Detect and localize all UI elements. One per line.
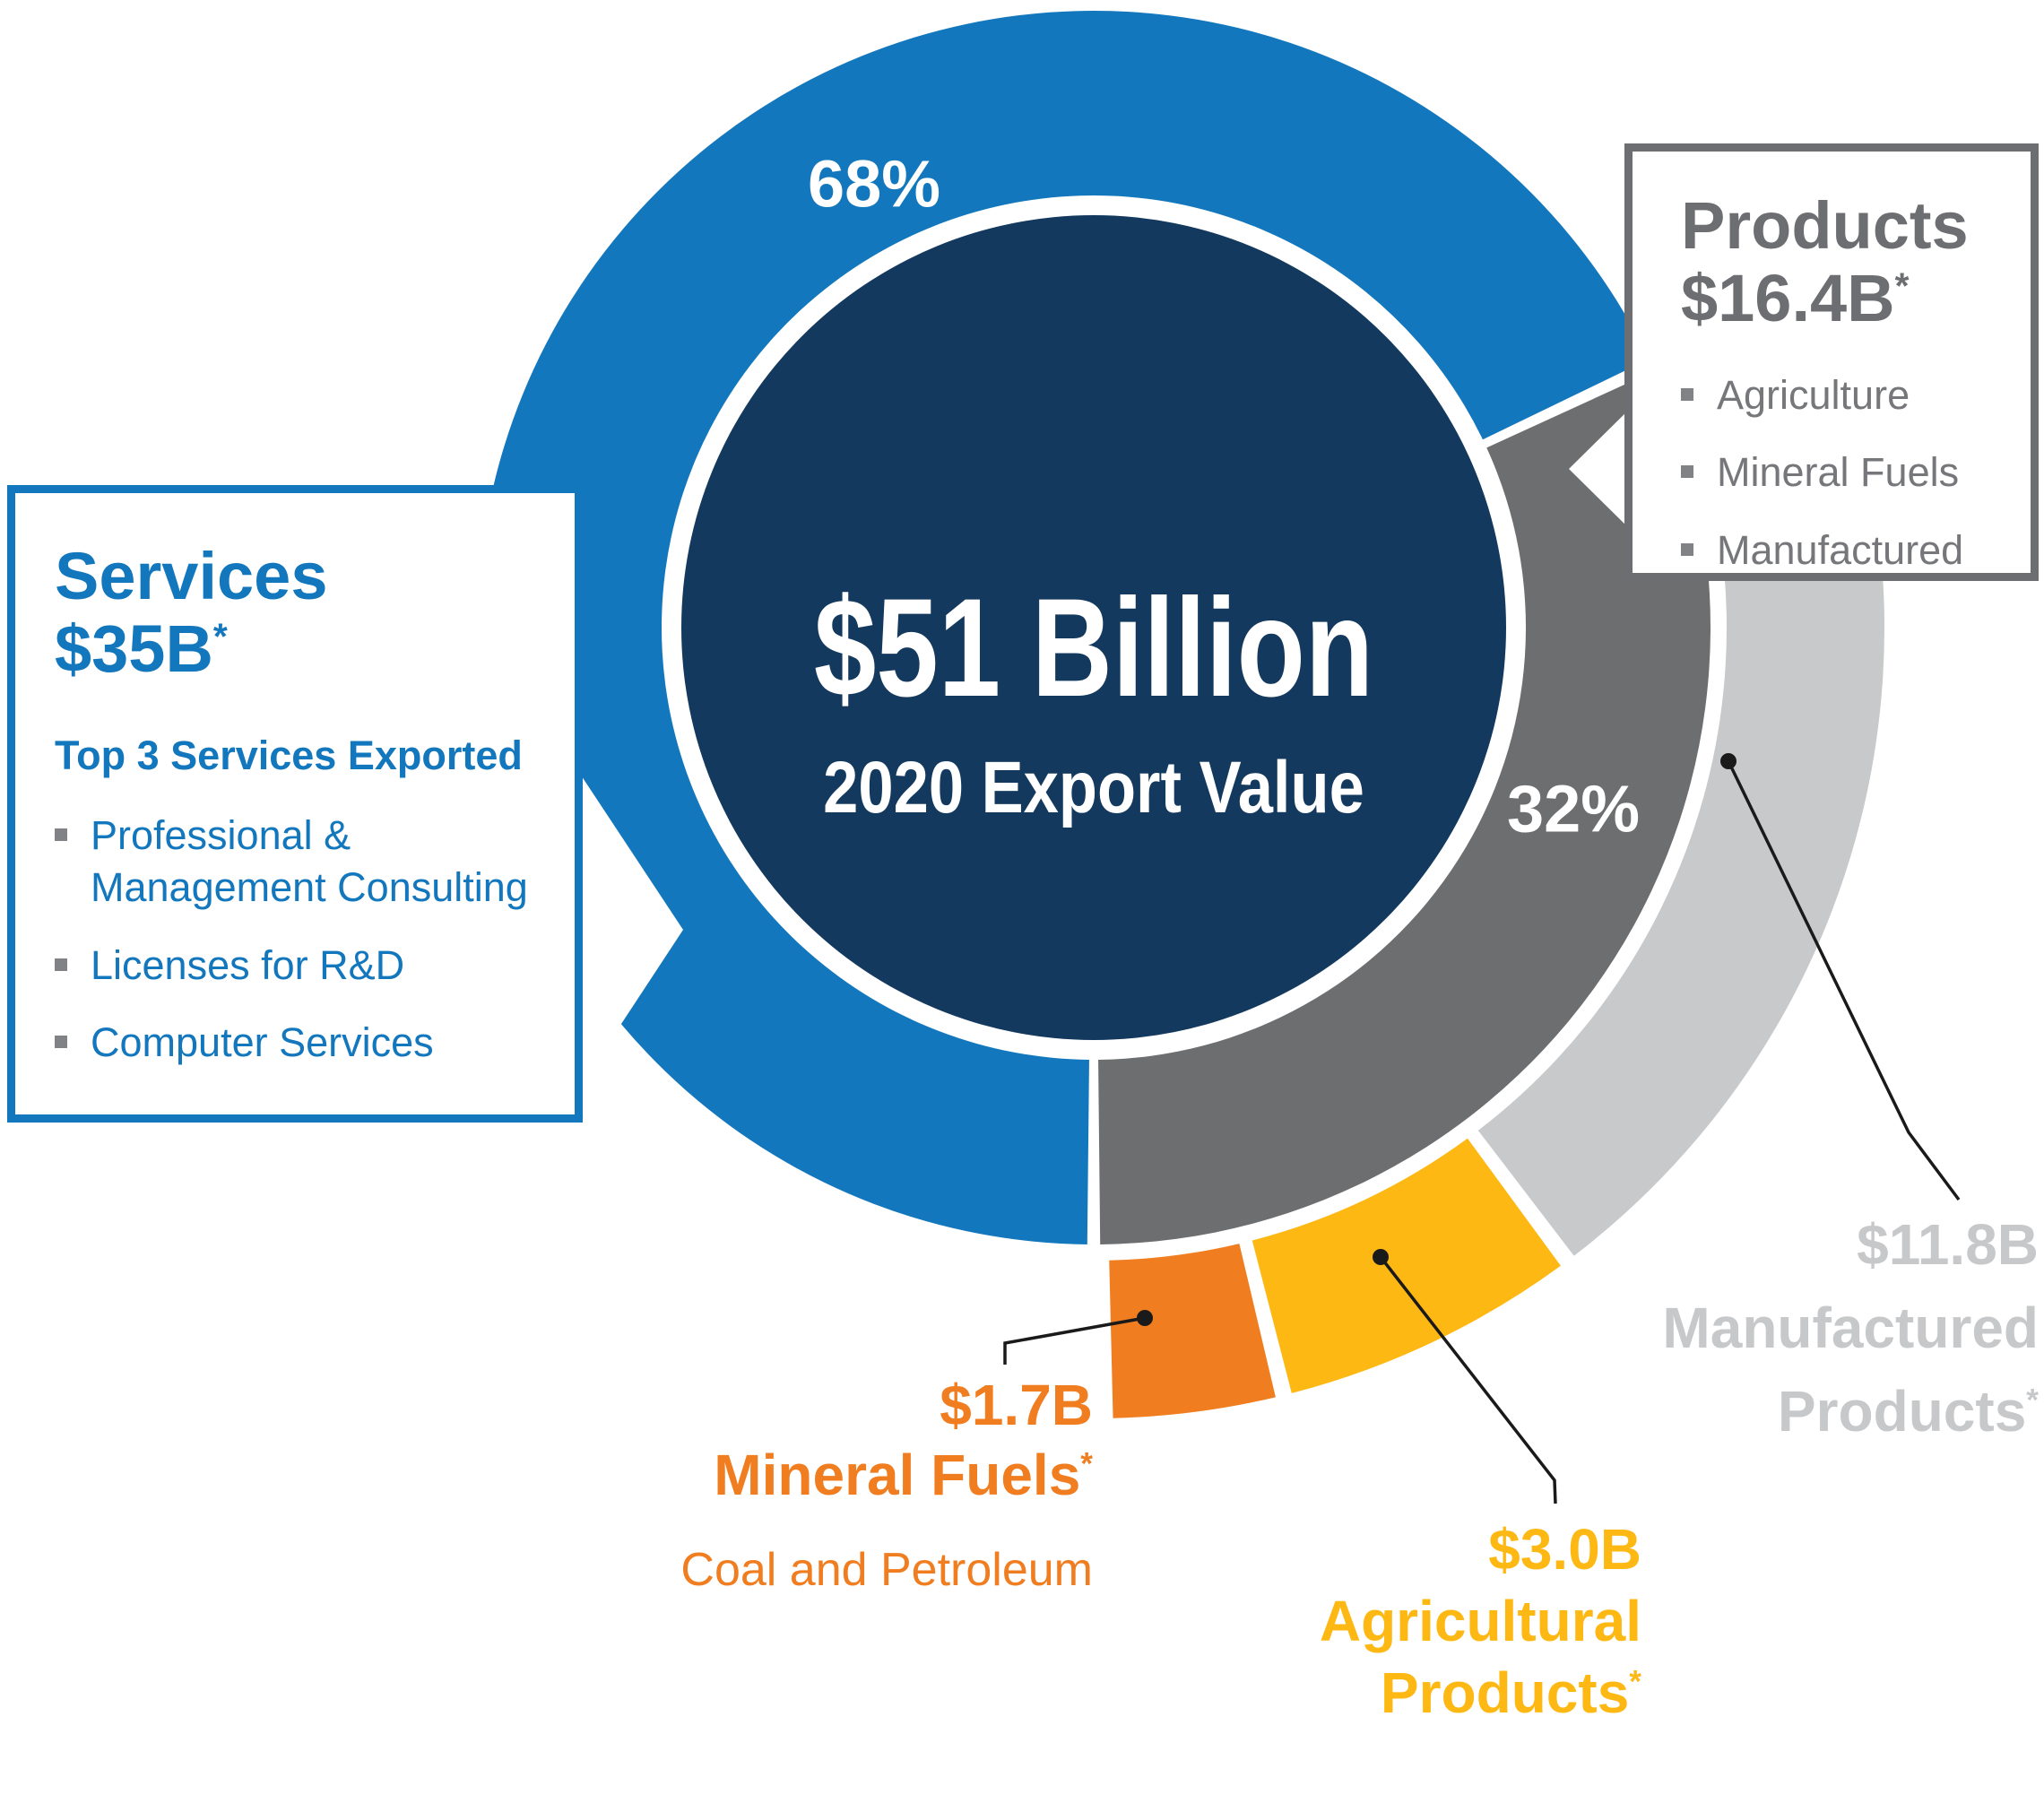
total-export-value: $51 Billion	[813, 570, 1374, 726]
segment-agricultural-products	[1252, 1138, 1561, 1393]
services-amount: $35B	[55, 611, 213, 687]
services-callout-box: Services $35B* Top 3 Services Exported P…	[7, 485, 583, 1123]
manufactured-name-line1: Manufactured	[1662, 1295, 2039, 1360]
services-title-text: Services	[55, 539, 328, 613]
footnote-asterisk: *	[2026, 1383, 2039, 1418]
mineral-fuels-subtext: Coal and Petroleum	[680, 1544, 1093, 1597]
segment-services	[477, 10, 1650, 1244]
products-percent-label: 32%	[1506, 771, 1641, 846]
products-title-text: Products	[1681, 188, 1969, 263]
service-item-label: Professional & Management Consulting	[91, 811, 528, 911]
manufactured-leader-line	[1727, 760, 1961, 1201]
list-item: Agriculture	[1681, 369, 2013, 422]
list-item: Mineral Fuels	[1681, 446, 2013, 499]
services-tail	[578, 771, 683, 1089]
footnote-asterisk: *	[1629, 1664, 1641, 1700]
agricultural-leader-line	[1379, 1255, 1557, 1504]
list-item: Professional & Management Consulting	[55, 810, 553, 915]
mineral-leader-dot	[1137, 1310, 1153, 1326]
mineral-fuels-amount: $1.7B	[940, 1373, 1093, 1437]
manufactured-leader-dot	[1720, 753, 1737, 769]
bullet-square-icon	[1681, 465, 1693, 479]
services-box-title: Services $35B*	[55, 540, 553, 686]
mineral-fuels-name: Mineral Fuels*	[714, 1443, 1093, 1508]
list-item: Computer Services	[55, 1017, 553, 1070]
mineral-fuels-label: $1.7B Mineral Fuels* Coal and Petroleum	[680, 1370, 1093, 1600]
agricultural-name-line2: Products*	[1380, 1660, 1641, 1725]
footnote-asterisk: *	[212, 615, 228, 657]
products-tail	[1569, 403, 1635, 534]
bullet-square-icon	[1681, 542, 1693, 556]
agricultural-name-line1: Agricultural	[1319, 1589, 1641, 1653]
products-box-title: Products $16.4B*	[1681, 189, 2013, 335]
agricultural-products-label: $3.0B Agricultural Products*	[1320, 1513, 1641, 1729]
bullet-square-icon	[55, 958, 67, 971]
products-list: Agriculture Mineral Fuels Manufactured	[1681, 369, 2013, 577]
bullet-square-icon	[1681, 387, 1693, 401]
bullet-square-icon	[55, 1036, 67, 1049]
service-item-label: Computer Services	[91, 1019, 434, 1066]
product-item-label: Manufactured	[1717, 526, 1964, 573]
manufactured-amount: $11.8B	[1857, 1212, 2039, 1277]
services-percent-label: 68%	[807, 146, 941, 221]
manufactured-name-line2: Products*	[1777, 1378, 2039, 1444]
manufactured-products-label: $11.8B Manufactured Products*	[1662, 1203, 2039, 1452]
list-item: Licenses for R&D	[55, 940, 553, 993]
products-callout-box: Products $16.4B* Agriculture Mineral Fue…	[1624, 143, 2039, 581]
services-subtitle: Top 3 Services Exported	[55, 732, 523, 778]
list-item: Manufactured	[1681, 525, 2013, 577]
total-export-label: 2020 Export Value	[823, 747, 1364, 828]
agricultural-amount: $3.0B	[1488, 1517, 1641, 1582]
services-list: Professional & Management Consulting Lic…	[55, 810, 553, 1070]
service-item-label: Licenses for R&D	[91, 941, 405, 988]
segment-mineral-fuels	[1109, 1244, 1276, 1418]
product-item-label: Mineral Fuels	[1717, 449, 1960, 496]
bullet-square-icon	[55, 828, 67, 841]
products-amount: $16.4B	[1681, 261, 1895, 336]
segment-products	[1098, 370, 1711, 1244]
footnote-asterisk: *	[1080, 1446, 1093, 1482]
footnote-asterisk: *	[1894, 264, 1910, 307]
mineral-leader-line	[1003, 1316, 1146, 1365]
agricultural-leader-dot	[1373, 1249, 1389, 1265]
product-item-label: Agriculture	[1717, 371, 1910, 418]
donut-center-circle	[681, 215, 1506, 1040]
